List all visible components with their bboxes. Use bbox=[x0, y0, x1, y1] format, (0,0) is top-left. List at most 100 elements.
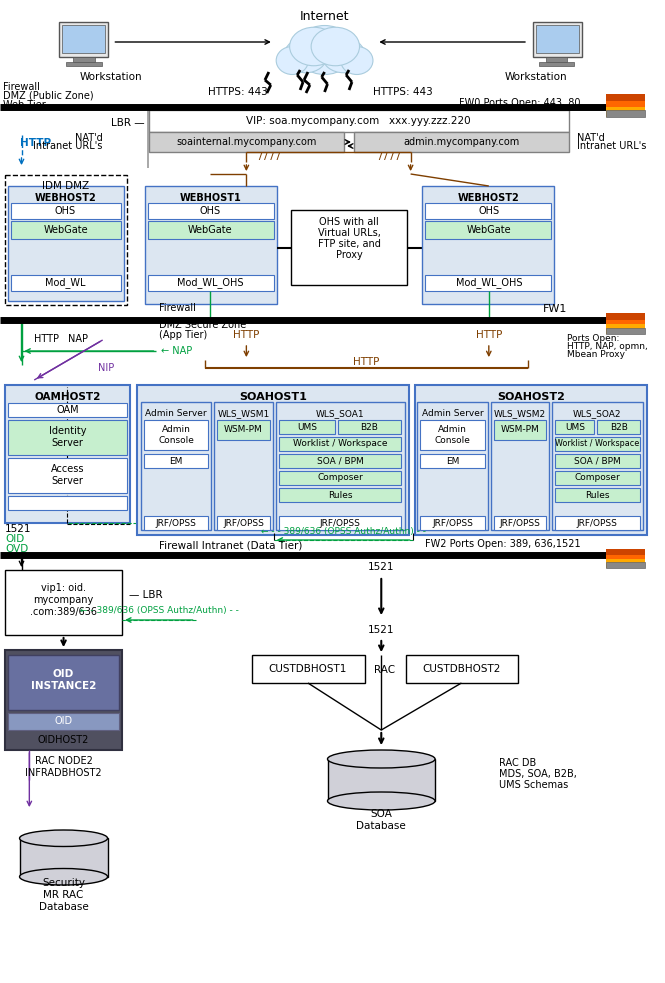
Bar bbox=[426, 203, 551, 219]
Text: FW1: FW1 bbox=[543, 304, 567, 314]
Text: WSM-PM: WSM-PM bbox=[501, 426, 539, 434]
Bar bbox=[8, 403, 127, 417]
Text: VIP: soa.mycompany.com   xxx.yyy.zzz.220: VIP: soa.mycompany.com xxx.yyy.zzz.220 bbox=[247, 116, 471, 126]
Bar bbox=[426, 221, 551, 239]
Bar bbox=[426, 275, 551, 291]
Bar bbox=[414, 385, 647, 535]
Bar bbox=[606, 110, 645, 117]
Text: 1521: 1521 bbox=[368, 625, 394, 635]
Bar bbox=[606, 324, 645, 334]
Bar bbox=[536, 25, 579, 53]
Ellipse shape bbox=[340, 46, 373, 75]
Ellipse shape bbox=[276, 46, 309, 75]
Text: HTTP: HTTP bbox=[19, 138, 51, 148]
Text: HTTP: HTTP bbox=[34, 334, 59, 344]
Text: IDM DMZ: IDM DMZ bbox=[42, 181, 89, 191]
Bar bbox=[491, 402, 549, 530]
Bar bbox=[217, 516, 270, 530]
Text: LBR —: LBR — bbox=[111, 118, 145, 128]
Text: WEBHOST2: WEBHOST2 bbox=[35, 193, 96, 203]
Bar bbox=[11, 221, 121, 239]
Bar bbox=[555, 516, 640, 530]
Bar bbox=[276, 402, 405, 530]
Bar bbox=[555, 454, 640, 468]
Bar bbox=[8, 186, 124, 301]
Text: OVD: OVD bbox=[5, 544, 28, 554]
Text: SOA / BPM: SOA / BPM bbox=[317, 456, 364, 466]
Text: Ports Open:: Ports Open: bbox=[567, 334, 619, 343]
Bar bbox=[11, 275, 121, 291]
Ellipse shape bbox=[311, 28, 360, 66]
Ellipse shape bbox=[19, 869, 108, 885]
Bar bbox=[148, 221, 274, 239]
Text: Mod_WL_OHS: Mod_WL_OHS bbox=[177, 277, 243, 288]
Bar bbox=[148, 132, 344, 152]
Bar bbox=[144, 454, 208, 468]
Bar bbox=[493, 516, 547, 530]
Ellipse shape bbox=[327, 750, 435, 768]
Text: NIP: NIP bbox=[98, 363, 114, 373]
Text: WLS_SOA1: WLS_SOA1 bbox=[316, 409, 364, 418]
Text: Admin Server: Admin Server bbox=[145, 409, 207, 418]
Text: OID: OID bbox=[55, 716, 72, 726]
Bar bbox=[59, 22, 108, 57]
Text: DMZ Secure Zone: DMZ Secure Zone bbox=[160, 320, 247, 330]
Bar bbox=[279, 420, 335, 434]
Text: WLS_WSM1: WLS_WSM1 bbox=[217, 409, 269, 418]
Text: Proxy: Proxy bbox=[336, 250, 362, 260]
Text: ← NAP: ← NAP bbox=[162, 346, 193, 356]
Bar bbox=[420, 454, 485, 468]
Bar bbox=[597, 420, 640, 434]
Text: OAMHOST2: OAMHOST2 bbox=[35, 392, 100, 402]
Text: B2B: B2B bbox=[610, 423, 628, 432]
Text: Rules: Rules bbox=[585, 491, 610, 499]
Bar bbox=[606, 101, 645, 117]
Text: MDS, SOA, B2B,: MDS, SOA, B2B, bbox=[499, 769, 577, 779]
Text: RAC NODE2: RAC NODE2 bbox=[35, 756, 92, 766]
Bar bbox=[555, 471, 640, 485]
Bar bbox=[606, 549, 645, 568]
Bar bbox=[8, 496, 127, 510]
Text: SOAHOST1: SOAHOST1 bbox=[239, 392, 307, 402]
Text: DMZ (Public Zone): DMZ (Public Zone) bbox=[3, 91, 94, 101]
Bar bbox=[338, 420, 401, 434]
Text: Admin
Console: Admin Console bbox=[435, 426, 471, 444]
Text: WEBHOST1: WEBHOST1 bbox=[180, 193, 241, 203]
Bar bbox=[11, 203, 121, 219]
Bar bbox=[137, 385, 409, 535]
Bar bbox=[555, 488, 640, 502]
Text: EM: EM bbox=[446, 456, 460, 466]
Text: RAC: RAC bbox=[374, 665, 395, 675]
Text: soainternal.mycompany.com: soainternal.mycompany.com bbox=[176, 137, 317, 147]
Bar bbox=[144, 516, 208, 530]
Text: SOAHOST2: SOAHOST2 bbox=[497, 392, 565, 402]
Bar bbox=[606, 94, 645, 117]
Text: Internet: Internet bbox=[300, 10, 349, 23]
Text: FW2 Ports Open: 389, 636,1521: FW2 Ports Open: 389, 636,1521 bbox=[426, 539, 581, 549]
Text: ← - - 389/636 (OPSS Authz/Authn) - -: ← - - 389/636 (OPSS Authz/Authn) - - bbox=[261, 527, 426, 536]
Bar bbox=[279, 471, 401, 485]
Text: Admin Server: Admin Server bbox=[422, 409, 483, 418]
Bar bbox=[148, 203, 274, 219]
Text: JRF/OPSS: JRF/OPSS bbox=[577, 518, 618, 528]
Text: Workstation: Workstation bbox=[505, 72, 567, 82]
Bar bbox=[606, 562, 645, 568]
Text: B2B: B2B bbox=[360, 423, 378, 432]
Bar bbox=[279, 488, 401, 502]
Bar bbox=[5, 175, 127, 305]
Bar bbox=[148, 275, 274, 291]
Bar bbox=[606, 106, 645, 117]
Bar bbox=[545, 57, 567, 62]
Bar bbox=[66, 62, 102, 66]
Text: UMS Schemas: UMS Schemas bbox=[499, 780, 568, 790]
Text: Virtual URLs,: Virtual URLs, bbox=[318, 228, 380, 238]
Ellipse shape bbox=[322, 37, 365, 73]
Text: NAT'd: NAT'd bbox=[577, 133, 604, 143]
Text: Intranet URL's: Intranet URL's bbox=[577, 141, 646, 151]
Bar bbox=[327, 759, 435, 801]
Text: OIDHOST2: OIDHOST2 bbox=[38, 735, 89, 745]
Bar bbox=[420, 516, 485, 530]
Text: NAP: NAP bbox=[68, 334, 88, 344]
Ellipse shape bbox=[295, 26, 354, 75]
Bar bbox=[422, 186, 555, 304]
